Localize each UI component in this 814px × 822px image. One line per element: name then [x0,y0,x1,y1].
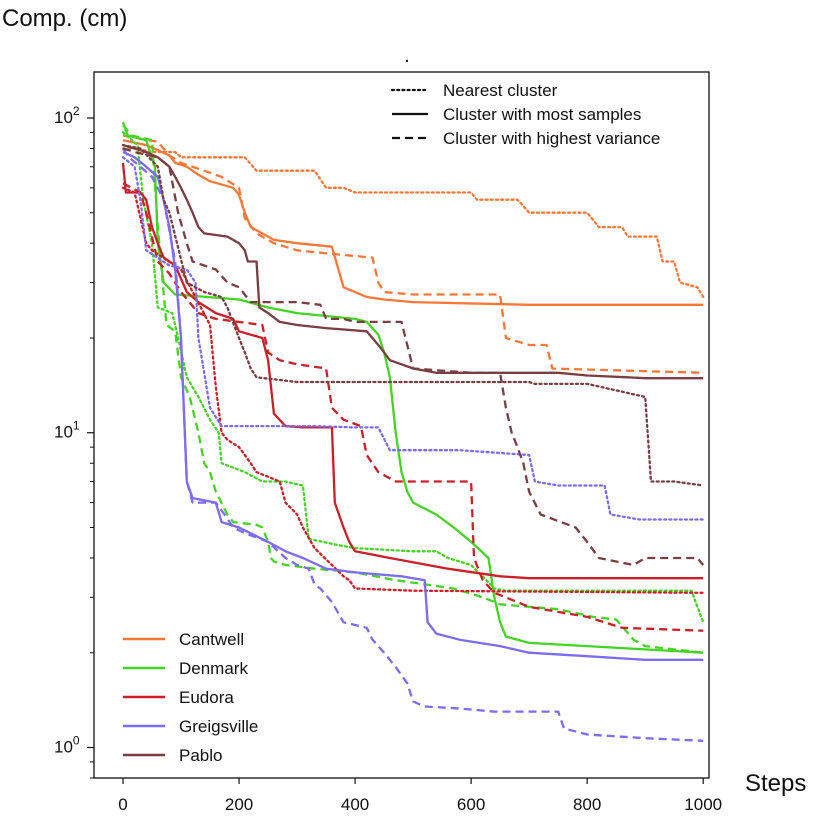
y-axis-label: Comp. (cm) [2,5,127,32]
y-tick-label: 101 [54,419,80,442]
series-line-denmark-solid [121,121,704,654]
series-line-denmark-dashed [122,124,704,654]
x-tick-label: 800 [573,795,601,814]
y-tick-label: 102 [54,104,80,127]
plot-frame [93,71,710,779]
legend-label-pablo: Pablo [179,746,222,765]
chart-title: . [404,45,410,67]
series-line-pablo-dotted [121,143,705,487]
series-line-greigsville-dashed [122,147,704,742]
legend-label-dashed: Cluster with highest variance [443,129,660,148]
legend-label-denmark: Denmark [179,659,248,678]
series-line-greigsville-dotted [121,156,705,521]
y-tick-base: 10 [54,108,73,127]
y-tick-exponent: 0 [73,733,80,747]
series-line-cantwell-solid [122,139,704,306]
x-axis-label: Steps [745,770,806,797]
series-lines [121,121,705,742]
series-line-cantwell-dashed [122,134,704,374]
y-tick-base: 10 [54,737,73,756]
series-line-pablo-dashed [122,147,705,567]
legend-label-eudora: Eudora [179,688,234,707]
y-tick-exponent: 2 [73,104,80,118]
x-tick-label: 200 [225,795,253,814]
series-legend: Cantwell Denmark Eudora Greigsville Pablo [123,630,258,765]
y-tick-base: 10 [54,423,73,442]
y-tick-label: 100 [54,733,80,756]
legend-label-dotted: Nearest cluster [443,81,558,100]
style-legend: Nearest cluster Cluster with most samples… [390,81,660,148]
x-tick-label: 0 [118,795,127,814]
series-line-eudora-solid [121,162,704,580]
legend-label-cantwell: Cantwell [179,630,244,649]
series-line-cantwell-dotted [121,147,705,299]
series-line-pablo-solid [122,143,704,380]
y-tick-exponent: 1 [73,419,80,433]
x-tick-label: 1000 [684,795,722,814]
legend-label-solid: Cluster with most samples [443,105,641,124]
x-tick-label: 400 [341,795,369,814]
legend-label-greigsville: Greigsville [179,717,258,736]
x-tick-label: 600 [457,795,485,814]
